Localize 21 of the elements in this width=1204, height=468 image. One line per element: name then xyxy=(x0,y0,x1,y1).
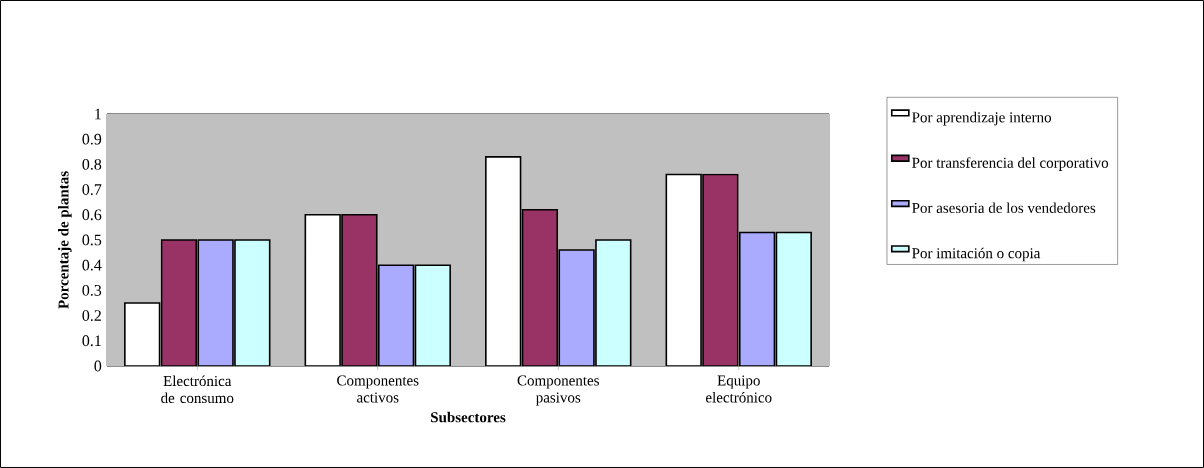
y-tick-label: 0.8 xyxy=(82,158,102,170)
y-tick-label: 0.6 xyxy=(82,209,102,221)
y-tick-label: 1 xyxy=(95,108,101,120)
x-axis-title: Subsectores xyxy=(431,411,506,423)
y-tick-label: 0.5 xyxy=(82,234,102,246)
y-tick-label: 0.9 xyxy=(82,133,102,145)
y-tick-label: 0.2 xyxy=(82,310,101,322)
legend-label: Por imitación o copia xyxy=(912,247,1041,262)
legend-label: Por asesoria de los vendedores xyxy=(912,202,1096,213)
x-tick-label: Componentes pasivos xyxy=(517,375,599,406)
y-tick-label: 0.4 xyxy=(82,259,102,271)
y-tick-label: 0 xyxy=(94,360,102,372)
legend-label: Por transferencia del corporativo xyxy=(912,157,1109,171)
y-tick-label: 0.1 xyxy=(82,335,101,347)
x-tick-label: Electrónica de consumo xyxy=(161,375,234,404)
y-tick-label: 0.3 xyxy=(82,284,102,296)
x-tick-label: Equipo electrónico xyxy=(706,375,772,403)
y-tick-label: 0.7 xyxy=(82,184,102,196)
y-axis-title: Porcentaje de plantas xyxy=(58,171,72,309)
legend-label: Por aprendizaje interno xyxy=(912,111,1052,126)
x-tick-label: Componentes activos xyxy=(337,375,419,403)
